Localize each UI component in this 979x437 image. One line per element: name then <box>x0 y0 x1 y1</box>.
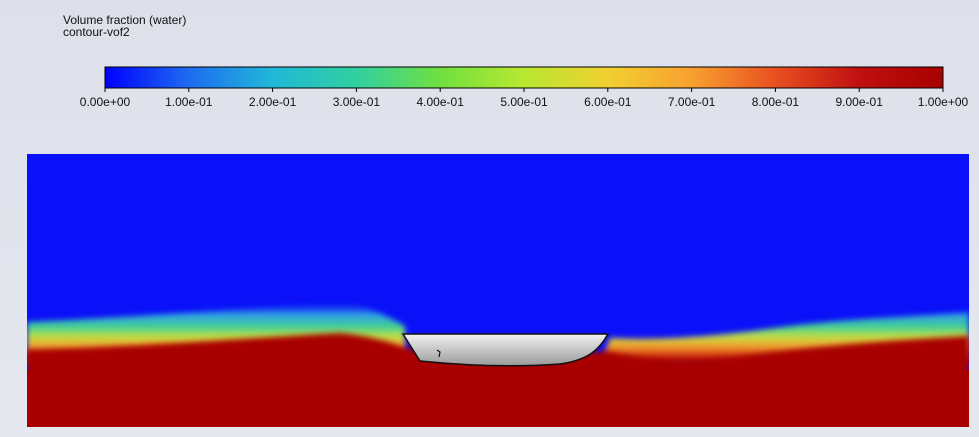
tick-label: 1.00e+00 <box>918 95 969 109</box>
tick-label: 5.00e-01 <box>500 95 548 109</box>
water-deep <box>27 370 969 427</box>
tick-label: 7.00e-01 <box>668 95 716 109</box>
colorbar <box>105 67 943 88</box>
tick-label: 3.00e-01 <box>333 95 381 109</box>
viewer: Volume fraction (water) contour-vof2 0.0… <box>0 0 979 437</box>
tick-label: 8.00e-01 <box>752 95 800 109</box>
tick-label: 1.00e-01 <box>165 95 213 109</box>
contour-field <box>27 154 969 427</box>
legend-subtitle: contour-vof2 <box>63 25 130 39</box>
tick-label: 6.00e-01 <box>584 95 632 109</box>
hull <box>403 334 608 366</box>
page: Volume fraction (water) contour-vof2 0.0… <box>0 0 979 437</box>
tick-label: 2.00e-01 <box>249 95 297 109</box>
tick-label: 4.00e-01 <box>417 95 465 109</box>
tick-label: 0.00e+00 <box>80 95 131 109</box>
tick-label: 9.00e-01 <box>836 95 884 109</box>
